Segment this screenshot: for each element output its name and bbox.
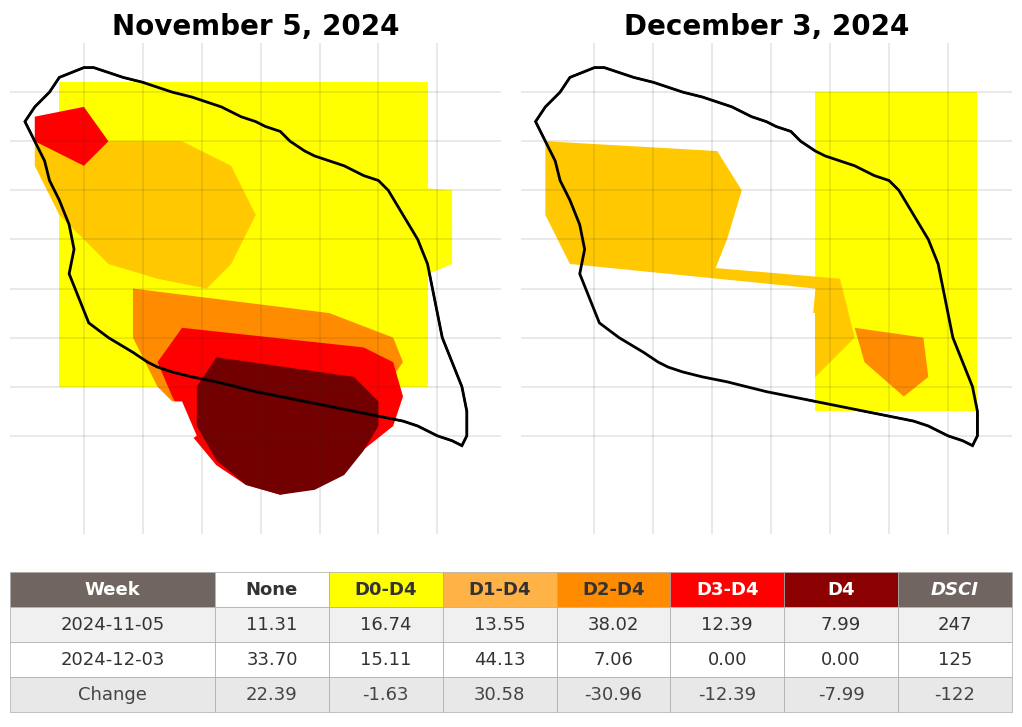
- Polygon shape: [59, 401, 197, 460]
- Polygon shape: [25, 68, 467, 446]
- Polygon shape: [668, 264, 854, 396]
- Polygon shape: [536, 68, 977, 446]
- Polygon shape: [546, 141, 742, 313]
- Polygon shape: [644, 313, 816, 396]
- Polygon shape: [35, 107, 108, 166]
- Polygon shape: [816, 92, 977, 411]
- Polygon shape: [59, 82, 427, 387]
- Polygon shape: [197, 357, 378, 495]
- Polygon shape: [157, 328, 403, 495]
- Polygon shape: [35, 141, 256, 289]
- Polygon shape: [854, 328, 928, 396]
- Polygon shape: [133, 289, 403, 465]
- Title: November 5, 2024: November 5, 2024: [112, 12, 400, 41]
- Polygon shape: [329, 180, 452, 289]
- Polygon shape: [570, 264, 816, 401]
- Title: December 3, 2024: December 3, 2024: [623, 12, 909, 41]
